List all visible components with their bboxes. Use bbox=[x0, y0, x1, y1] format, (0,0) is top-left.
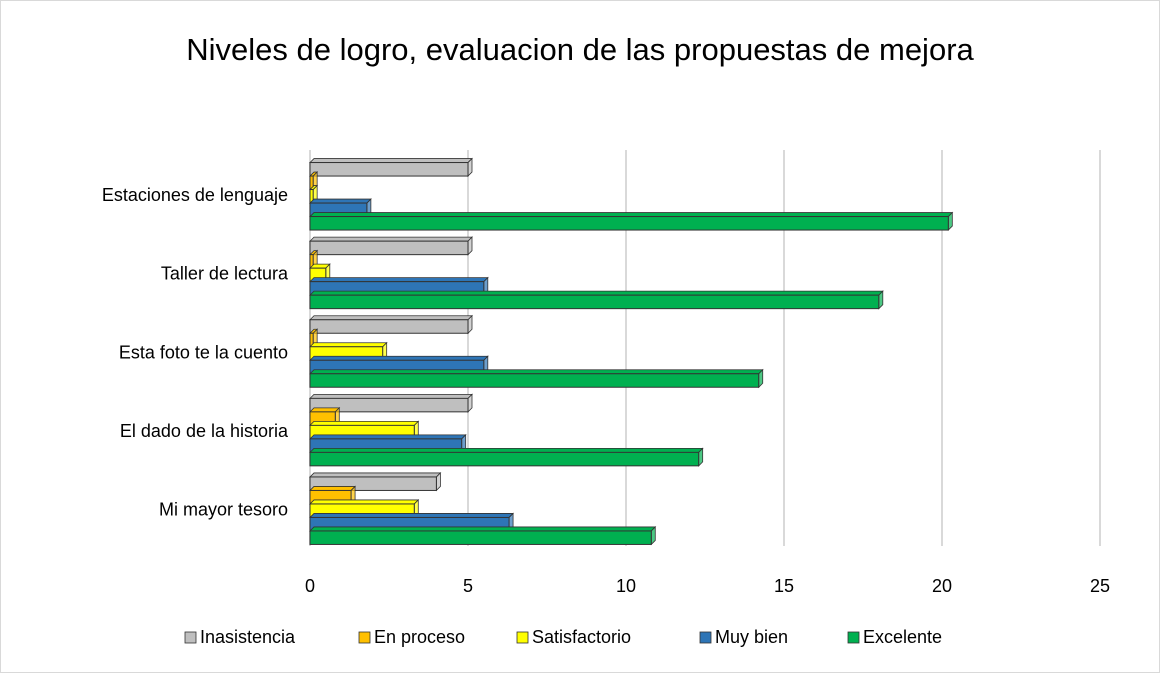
x-tick-label: 25 bbox=[1090, 576, 1110, 596]
x-tick-label: 20 bbox=[932, 576, 952, 596]
bar-top bbox=[309, 447, 704, 453]
legend-label: En proceso bbox=[374, 627, 465, 647]
y-tick-label: Taller de lectura bbox=[161, 264, 289, 284]
bar bbox=[309, 162, 469, 177]
bar bbox=[309, 373, 760, 388]
bar-top bbox=[309, 212, 954, 217]
bar-top bbox=[309, 198, 372, 204]
bar-top bbox=[309, 290, 884, 296]
legend-label: Satisfactorio bbox=[532, 627, 631, 647]
bar bbox=[309, 240, 469, 256]
x-tick-label: 15 bbox=[774, 576, 794, 596]
legend-swatch bbox=[699, 631, 712, 644]
legend-label: Inasistencia bbox=[200, 627, 296, 647]
bar-top bbox=[309, 499, 420, 505]
bar-top bbox=[309, 513, 515, 518]
chart-title: Niveles de logro, evaluacion de las prop… bbox=[186, 32, 974, 67]
bar bbox=[309, 294, 880, 310]
x-tick-label: 10 bbox=[616, 576, 636, 596]
bar-top bbox=[309, 369, 764, 375]
bar-top bbox=[309, 486, 357, 491]
legend-swatch bbox=[184, 631, 197, 644]
x-tick-label: 5 bbox=[463, 576, 473, 596]
bar-top bbox=[309, 434, 467, 440]
legend-swatch bbox=[516, 631, 529, 644]
bar bbox=[309, 451, 700, 467]
bar-top bbox=[309, 236, 473, 242]
bar-top bbox=[309, 472, 442, 478]
bar-top bbox=[309, 393, 473, 399]
bar bbox=[309, 397, 469, 413]
bar bbox=[309, 319, 469, 334]
bar-top bbox=[309, 342, 388, 348]
bar-top bbox=[309, 277, 489, 283]
legend-label: Excelente bbox=[863, 627, 942, 647]
x-tick-label: 0 bbox=[305, 576, 315, 596]
bar bbox=[309, 530, 652, 545]
bar-top bbox=[309, 526, 657, 532]
bar-top bbox=[309, 420, 420, 426]
bar-top bbox=[309, 158, 473, 163]
y-tick-label: Esta foto te la cuento bbox=[119, 342, 288, 362]
y-tick-label: Mi mayor tesoro bbox=[159, 499, 288, 519]
y-tick-label: El dado de la historia bbox=[120, 421, 289, 441]
y-tick-label: Estaciones de lenguaje bbox=[102, 185, 288, 205]
bar-top bbox=[309, 315, 473, 321]
legend-swatch bbox=[847, 631, 860, 644]
bar-top bbox=[309, 407, 341, 413]
legend-label: Muy bien bbox=[715, 627, 788, 647]
bar bbox=[309, 216, 949, 231]
legend-swatch bbox=[358, 631, 371, 644]
bar-top bbox=[309, 355, 489, 361]
